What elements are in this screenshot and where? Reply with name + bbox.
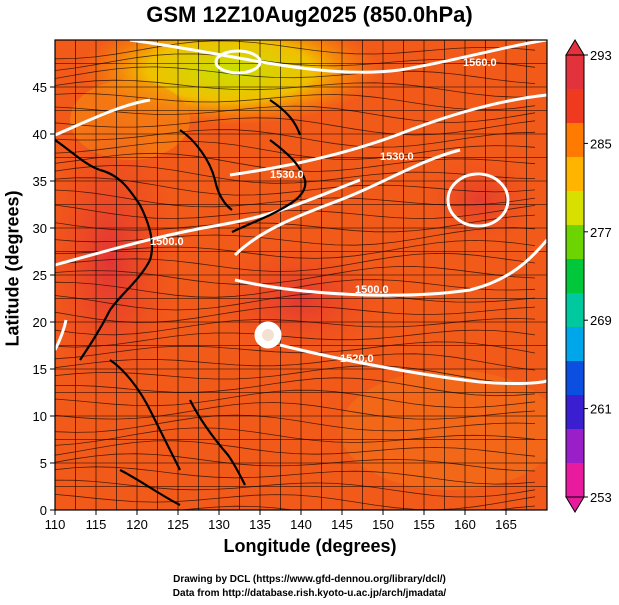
contour-label: 1530.0	[270, 169, 304, 181]
chart-title: GSM 12Z10Aug2025 (850.0hPa)	[146, 2, 473, 27]
x-tick-label: 110	[45, 517, 66, 532]
x-tick-label: 135	[249, 517, 271, 532]
x-axis-label: Longitude (degrees)	[223, 536, 397, 556]
streamline	[55, 453, 536, 472]
low-center-west	[254, 321, 282, 349]
contour-lines	[55, 40, 547, 386]
colorbar-label: 269	[590, 313, 612, 328]
streamline	[177, 505, 536, 510]
x-tick-label: 150	[372, 517, 394, 532]
contour-label: 1560.0	[463, 57, 497, 69]
streamline	[55, 214, 536, 233]
y-tick-label: 30	[33, 221, 47, 236]
streamline	[55, 66, 536, 84]
colorbar-segment	[566, 463, 584, 498]
colorbar-label: 285	[590, 136, 612, 151]
streamline	[55, 189, 536, 208]
contour-label-layer: 1560.0 1530.0 1530.0 1500.0 1500.0 1520.…	[150, 57, 497, 365]
x-tick-label: 140	[290, 517, 312, 532]
x-tick-label: 115	[86, 517, 107, 532]
y-tick-label: 15	[33, 362, 47, 377]
streamline	[55, 117, 536, 136]
streamline	[55, 466, 536, 485]
axis-ticks: 110 115 120 125 130 135 140 145 150 155 160 165 0 5 10…	[33, 80, 517, 532]
streamline	[55, 341, 536, 360]
streamline	[55, 204, 536, 219]
y-tick-label: 5	[40, 456, 47, 471]
colorbar-segment	[566, 123, 584, 158]
colorbar-label: 261	[590, 402, 612, 417]
y-tick-label: 10	[33, 409, 47, 424]
colorbar-label: 277	[590, 225, 612, 240]
colorbar-segment	[566, 293, 584, 328]
x-tick-label: 165	[495, 517, 517, 532]
streamline	[55, 79, 536, 98]
streamline	[55, 365, 536, 385]
contour-label: 1530.0	[380, 151, 414, 163]
credit-data: Data from http://database.rish.kyoto-u.a…	[172, 588, 447, 599]
streamline	[55, 329, 536, 348]
colorbar-segment	[566, 89, 584, 124]
coastlines	[55, 99, 307, 506]
x-tick-label: 155	[413, 517, 435, 532]
colorbar-segment	[566, 327, 584, 362]
colorbar-segment	[566, 157, 584, 192]
colorbar-segment	[566, 191, 584, 226]
streamline	[55, 164, 536, 184]
streamline	[55, 440, 536, 457]
streamline	[55, 479, 536, 498]
streamline	[55, 129, 536, 148]
credit-drawing: Drawing by DCL (https://www.gfd-dennou.o…	[173, 574, 446, 585]
x-tick-label: 145	[331, 517, 353, 532]
x-tick-label: 125	[167, 517, 189, 532]
low-center-east	[446, 172, 510, 228]
streamline	[55, 389, 536, 408]
streamline	[55, 402, 536, 420]
colorbar-top-arrow	[565, 39, 585, 56]
streamline	[55, 152, 536, 172]
streamline	[55, 317, 536, 336]
streamline	[55, 305, 536, 323]
high-center-north	[214, 49, 262, 75]
field-layer	[55, 40, 547, 510]
y-tick-label: 45	[33, 80, 47, 95]
y-tick-label: 40	[33, 127, 47, 142]
colorbar-label: 253	[590, 490, 612, 505]
colorbar-segment	[566, 259, 584, 294]
colorbar-segment	[566, 55, 584, 90]
streamline	[55, 353, 536, 371]
streamline	[55, 292, 536, 311]
colorbar-segment	[566, 395, 584, 430]
streamline	[55, 266, 536, 285]
streamline	[55, 105, 536, 123]
streamline	[55, 252, 536, 272]
colorbar-bottom-arrow	[565, 496, 585, 513]
y-tick-label: 25	[33, 268, 47, 283]
colorbar-segment	[566, 361, 584, 396]
contour-label: 1500.0	[150, 236, 184, 248]
grid	[55, 40, 547, 510]
colorbar-segment	[566, 429, 584, 464]
colorbar: 293 285 277 269 261 253	[565, 39, 612, 513]
streamline	[55, 227, 536, 246]
streamline	[55, 414, 536, 433]
y-tick-label: 0	[40, 503, 47, 518]
streamline	[55, 493, 536, 510]
x-tick-label: 130	[208, 517, 230, 532]
x-tick-label: 120	[126, 517, 148, 532]
y-axis-label: Latitude (degrees)	[2, 190, 23, 347]
streamline	[55, 239, 536, 259]
y-tick-label: 20	[33, 315, 47, 330]
streamline	[55, 93, 536, 111]
y-tick-label: 35	[33, 174, 47, 189]
colorbar-label: 293	[590, 48, 612, 63]
x-tick-label: 160	[454, 517, 476, 532]
streamline	[55, 40, 536, 60]
colorbar-frame	[565, 54, 585, 498]
colorbar-segment	[566, 225, 584, 260]
contour-label: 1520.0	[340, 353, 374, 365]
streamline	[55, 427, 536, 446]
contour-label: 1500.0	[355, 284, 389, 296]
